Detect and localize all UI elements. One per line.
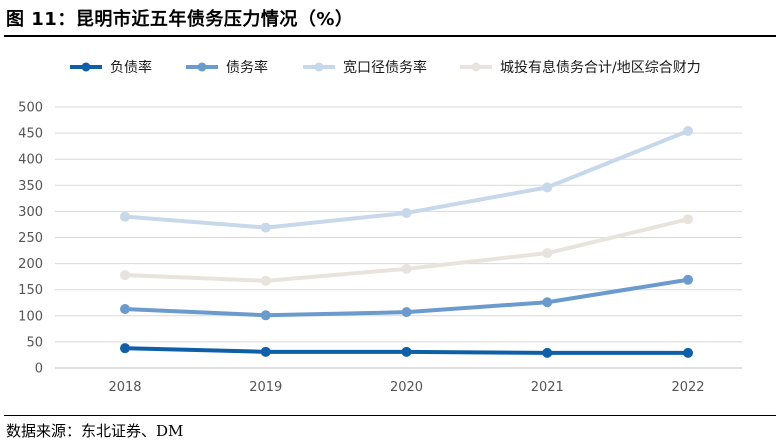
data-point	[542, 297, 553, 308]
y-tick-label: 200	[18, 257, 43, 272]
legend-marker	[471, 62, 481, 72]
series-group	[120, 126, 693, 358]
top-rule	[4, 35, 776, 37]
data-point	[260, 346, 271, 357]
y-tick-label: 100	[18, 309, 43, 324]
legend-label: 债务率	[226, 59, 268, 76]
data-point	[401, 346, 412, 357]
data-point	[542, 182, 553, 193]
source-note: 数据来源：东北证券、DM	[6, 422, 184, 440]
y-tick-label: 350	[18, 179, 43, 194]
y-tick-label: 500	[18, 101, 43, 116]
legend-marker	[314, 62, 324, 72]
data-point	[542, 248, 553, 259]
data-point	[120, 304, 130, 315]
x-tick-label: 2021	[531, 380, 564, 395]
series-3	[120, 126, 693, 233]
data-point	[120, 343, 130, 354]
x-tick-label: 2018	[108, 380, 141, 395]
data-point	[260, 310, 271, 321]
data-point	[683, 126, 693, 137]
x-axis: 2018 2019 2020 2021 2022	[108, 380, 704, 395]
data-point	[401, 263, 412, 274]
data-point	[542, 347, 553, 358]
y-tick-label: 300	[18, 205, 43, 220]
data-point	[401, 207, 412, 218]
data-point	[683, 214, 693, 225]
y-tick-label: 150	[18, 283, 43, 298]
legend-item: 宽口径债务率	[303, 59, 427, 76]
y-tick-label: 250	[18, 231, 43, 246]
bottom-rule	[4, 415, 776, 416]
y-tick-label: 400	[18, 153, 43, 168]
legend-item: 债务率	[186, 59, 268, 76]
x-tick-label: 2019	[249, 380, 282, 395]
legend-marker	[81, 62, 91, 72]
legend: 负债率 债务率 宽口径债务率 城投有息债务合计/地区综合财力	[70, 59, 701, 76]
y-tick-label: 50	[26, 335, 43, 350]
data-point	[260, 275, 271, 286]
legend-label: 宽口径债务率	[343, 59, 427, 76]
data-point	[683, 274, 693, 285]
figure-title: 图 11：昆明市近五年债务压力情况（%）	[6, 9, 354, 30]
y-tick-label: 450	[18, 127, 43, 142]
legend-item: 城投有息债务合计/地区综合财力	[460, 59, 701, 76]
y-tick-label: 0	[35, 362, 43, 377]
data-point	[401, 307, 412, 318]
grid-lines	[55, 106, 742, 369]
legend-item: 负债率	[70, 59, 152, 76]
x-tick-label: 2022	[671, 380, 704, 395]
series-4	[120, 214, 693, 286]
data-point	[260, 222, 271, 233]
y-axis: 0 50 100 150 200 250 300 350 400 450 500	[18, 101, 43, 377]
legend-marker	[197, 62, 207, 72]
data-point	[120, 211, 130, 222]
x-tick-label: 2020	[390, 380, 423, 395]
legend-label: 负债率	[110, 59, 152, 76]
data-point	[120, 270, 130, 281]
data-point	[683, 347, 693, 358]
legend-label: 城投有息债务合计/地区综合财力	[500, 59, 701, 76]
series-1	[120, 343, 693, 358]
series-2	[120, 274, 693, 321]
